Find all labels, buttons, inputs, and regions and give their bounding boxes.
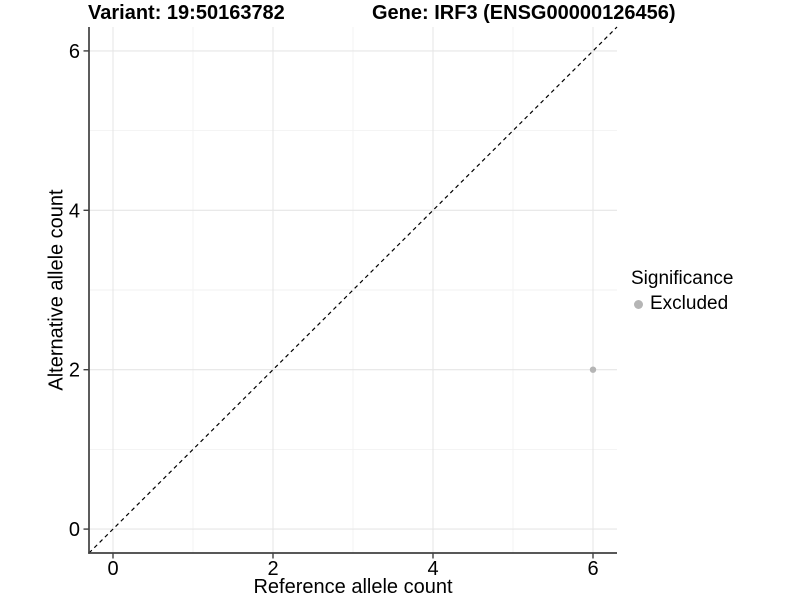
legend-item-label: Excluded (650, 293, 729, 314)
legend-item-excluded: Excluded (631, 293, 733, 315)
y-tick-label: 0 (69, 519, 80, 541)
y-axis-label: Alternative allele count (45, 189, 68, 391)
data-point (589, 366, 597, 373)
x-tick-label: 2 (267, 558, 278, 580)
legend-title: Significance (631, 268, 734, 289)
variant-title: Variant: 19:50163782 (88, 2, 285, 24)
x-tick-label: 4 (427, 558, 438, 580)
x-axis-label: Reference allele count (253, 576, 453, 598)
y-tick-label: 4 (69, 200, 80, 222)
legend: Significance Excluded (631, 268, 733, 315)
gene-title: Gene: IRF3 (ENSG00000126456) (372, 2, 676, 24)
y-tick-label: 6 (69, 41, 80, 63)
y-tick-label: 2 (69, 360, 80, 382)
x-tick-label: 0 (107, 558, 118, 580)
x-tick-label: 6 (587, 558, 598, 580)
legend-point-icon (634, 299, 643, 309)
